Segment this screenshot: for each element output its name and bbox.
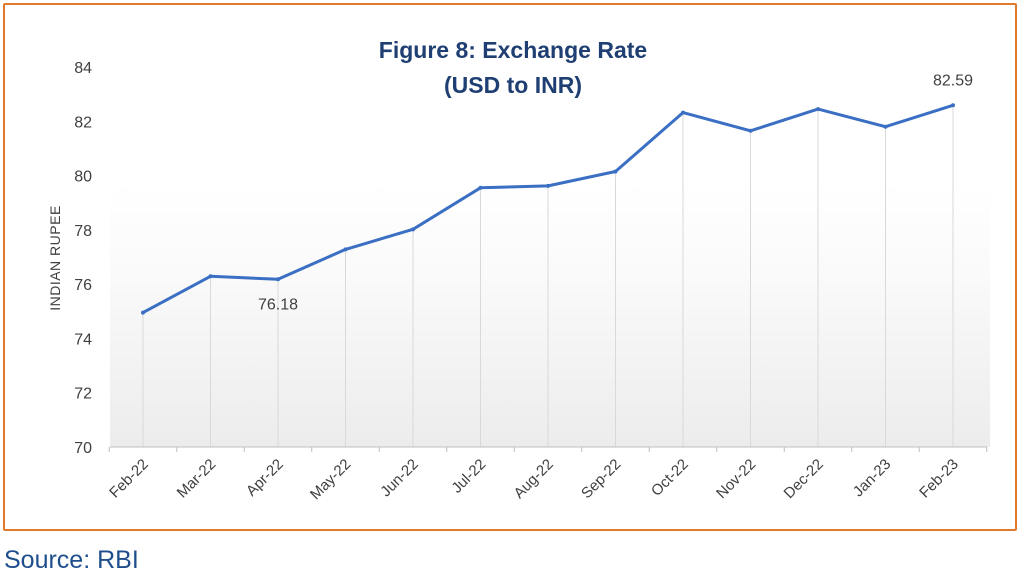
y-axis-ticks: 70 72 74 76 78 80 82 84	[74, 60, 92, 457]
y-tick-label: 78	[74, 223, 92, 240]
data-point	[208, 274, 213, 279]
data-label: 76.18	[258, 296, 298, 313]
data-point	[883, 124, 888, 129]
y-tick-label: 84	[74, 60, 92, 77]
data-point	[816, 107, 820, 112]
x-tick-label: Nov-22	[713, 456, 759, 502]
data-points	[141, 103, 955, 315]
source-note: Source: RBI	[4, 546, 139, 574]
data-labels: 76.18 82.59	[258, 72, 973, 313]
data-point	[546, 183, 550, 188]
y-tick-label: 74	[74, 331, 92, 348]
data-point	[951, 103, 955, 108]
drop-lines	[142, 105, 954, 447]
x-tick-label: Feb-23	[916, 456, 962, 502]
data-point	[276, 277, 280, 282]
y-tick-label: 82	[74, 114, 92, 131]
x-tick-label: Mar-22	[174, 456, 220, 502]
x-tick-label: Jan-23	[850, 456, 894, 500]
data-point	[748, 128, 753, 133]
x-tick-label: Jun-22	[377, 456, 421, 500]
data-point	[478, 185, 483, 190]
x-tick-label: Sep-22	[578, 456, 624, 502]
x-tick-label: Feb-22	[106, 456, 152, 502]
plot-area-background	[110, 182, 990, 447]
y-axis-label: INDIAN RUPEE	[47, 205, 63, 311]
x-tick-label: Jul-22	[448, 456, 489, 497]
x-axis-tick-marks	[108, 447, 988, 452]
y-tick-label: 80	[74, 169, 92, 186]
data-point	[411, 227, 415, 232]
x-tick-label: May-22	[307, 456, 354, 503]
x-tick-label: Oct-22	[648, 456, 692, 500]
data-label: 82.59	[933, 72, 973, 89]
chart-title-line2: (USD to INR)	[444, 72, 582, 98]
x-tick-label: Apr-22	[243, 456, 287, 500]
x-tick-label: Dec-22	[781, 456, 827, 502]
x-axis-ticks: Feb-22 Mar-22 Apr-22 May-22 Jun-22 Jul-22 Aug-…	[106, 456, 962, 503]
data-point	[141, 310, 145, 315]
y-tick-label: 76	[74, 277, 92, 294]
x-tick-label: Aug-22	[511, 456, 557, 502]
data-point	[613, 169, 618, 174]
data-point	[681, 110, 685, 115]
data-point	[343, 247, 348, 252]
y-tick-label: 72	[74, 386, 92, 403]
chart-title-line1: Figure 8: Exchange Rate	[379, 37, 647, 63]
y-tick-label: 70	[74, 440, 92, 457]
